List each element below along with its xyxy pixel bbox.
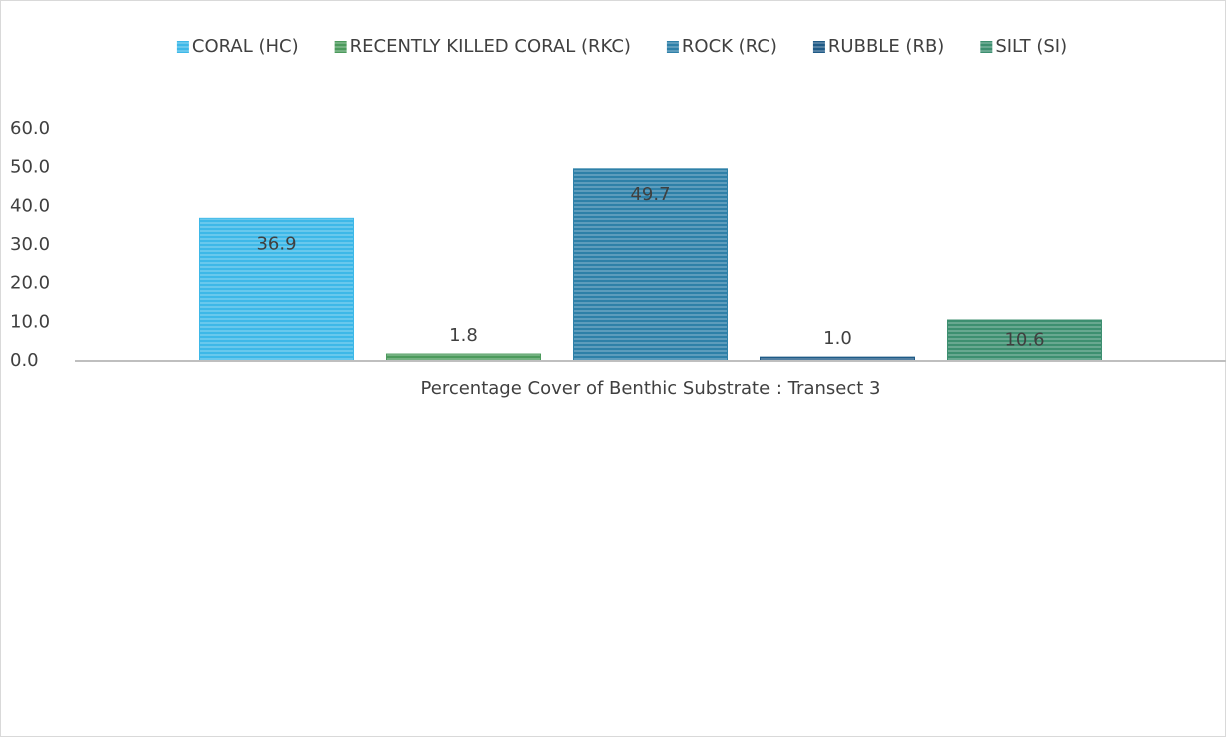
legend-label: ROCK (RC) [682, 36, 777, 57]
legend-swatch [176, 41, 189, 53]
data-label: 1.0 [823, 328, 852, 349]
y-tick-label: 10.0 [10, 311, 50, 332]
bar [573, 168, 728, 362]
legend-label: SILT (SI) [995, 36, 1067, 57]
legend-label: CORAL (HC) [192, 36, 299, 57]
bar [386, 353, 541, 362]
y-tick-label: 60.0 [10, 118, 50, 139]
bar [947, 319, 1102, 362]
legend-swatch [334, 41, 347, 53]
legend-swatch [666, 41, 679, 53]
y-tick-label: 0.0 [10, 350, 39, 371]
legend: CORAL (HC) RECENTLY KILLED CORAL (RKC) ROC… [176, 36, 1067, 57]
legend-label: RUBBLE (RB) [828, 36, 944, 57]
data-label: 49.7 [630, 184, 670, 205]
bar [199, 217, 354, 362]
y-tick-label: 40.0 [10, 195, 50, 216]
y-tick-label: 30.0 [10, 234, 50, 255]
legend-swatch [812, 41, 825, 53]
data-label: 36.9 [256, 233, 296, 254]
x-tick-label: Percentage Cover of Benthic Substrate : … [421, 378, 881, 399]
data-label: 10.6 [1004, 330, 1044, 351]
legend-label: RECENTLY KILLED CORAL (RKC) [350, 36, 631, 57]
legend-swatch [980, 41, 993, 53]
data-label: 1.8 [449, 325, 478, 346]
y-tick-label: 20.0 [10, 273, 50, 294]
y-tick-label: 50.0 [10, 157, 50, 178]
